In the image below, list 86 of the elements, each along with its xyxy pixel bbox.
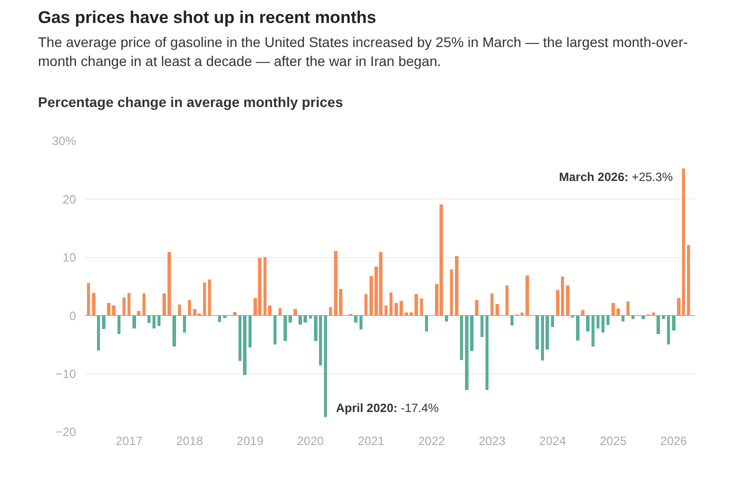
bar xyxy=(278,308,282,316)
annotation: April 2020: -17.4% xyxy=(336,401,440,415)
bar xyxy=(490,293,494,316)
x-tick-label: 2021 xyxy=(358,434,385,448)
bar xyxy=(485,316,489,390)
bar xyxy=(359,316,363,330)
bar xyxy=(324,316,328,417)
bar xyxy=(248,316,252,348)
bar xyxy=(686,245,690,316)
x-tick-label: 2019 xyxy=(236,434,264,448)
bar xyxy=(384,306,388,316)
x-tick-label: 2024 xyxy=(539,434,566,448)
bar xyxy=(444,316,448,322)
x-tick-label: 2025 xyxy=(600,434,627,448)
bar xyxy=(621,316,625,322)
bar xyxy=(132,316,136,328)
bar xyxy=(142,293,146,316)
bar xyxy=(102,316,106,329)
bar xyxy=(96,316,100,351)
y-tick-label: 20 xyxy=(62,192,76,206)
annotation: March 2026: +25.3% xyxy=(559,170,674,184)
bar xyxy=(576,316,580,341)
x-tick-label: 2022 xyxy=(418,434,446,448)
bar xyxy=(354,316,358,323)
bar xyxy=(596,316,600,328)
bar xyxy=(450,270,454,316)
chart-title: Gas prices have shot up in recent months xyxy=(38,8,376,28)
bar xyxy=(127,292,131,316)
bar xyxy=(586,316,590,332)
bar xyxy=(536,316,539,350)
bar xyxy=(480,316,484,338)
bar xyxy=(591,316,595,346)
bar xyxy=(601,316,605,332)
bar xyxy=(308,316,312,319)
bar xyxy=(641,316,645,320)
bar xyxy=(294,309,297,316)
bar xyxy=(496,304,499,316)
bar xyxy=(566,285,570,316)
bar xyxy=(172,316,176,346)
x-tick-label: 2018 xyxy=(176,434,204,448)
bar xyxy=(631,316,635,320)
bar xyxy=(117,316,121,334)
y-tick-label: −10 xyxy=(56,367,76,381)
x-tick-label: 2017 xyxy=(116,434,143,448)
bar xyxy=(550,316,554,328)
bar xyxy=(606,316,610,325)
bar xyxy=(389,292,393,316)
bar xyxy=(157,316,161,326)
bar xyxy=(178,304,182,316)
bar xyxy=(364,294,368,316)
y-tick-label: −20 xyxy=(56,425,76,440)
x-tick-label: 2026 xyxy=(660,434,688,448)
x-tick-label: 2020 xyxy=(297,434,324,448)
bar xyxy=(505,285,509,316)
bar xyxy=(208,280,212,316)
bar xyxy=(666,316,670,345)
bar xyxy=(137,310,140,316)
bar xyxy=(526,275,529,316)
x-tick-label: 2023 xyxy=(478,434,506,448)
bar xyxy=(92,292,96,316)
chart-subtitle: The average price of gasoline in the United States increased by 25% in March — the largest month-over-month change in at least a decade — after the war in Iran began. xyxy=(38,33,689,71)
bar xyxy=(424,316,428,332)
bar xyxy=(233,312,236,316)
bar xyxy=(510,316,514,326)
bar xyxy=(202,282,206,316)
bar xyxy=(273,316,277,345)
bar xyxy=(454,256,458,316)
bar xyxy=(86,283,90,316)
y-tick-label: 0 xyxy=(69,308,76,323)
bar xyxy=(182,316,186,332)
bar xyxy=(656,316,660,334)
y-axis-title: Percentage change in average monthly prices xyxy=(38,94,344,110)
bar xyxy=(420,298,424,316)
bar xyxy=(581,310,584,316)
bar xyxy=(626,302,630,316)
bar xyxy=(662,316,666,320)
bar xyxy=(122,298,126,316)
bar xyxy=(475,300,478,316)
bar xyxy=(152,316,156,328)
y-tick-label: 30% xyxy=(52,134,76,148)
bar xyxy=(672,316,676,331)
y-tick-label: 10 xyxy=(62,250,76,265)
bar xyxy=(652,312,656,316)
bar xyxy=(218,316,222,322)
bar xyxy=(520,312,524,316)
bar xyxy=(460,316,464,360)
